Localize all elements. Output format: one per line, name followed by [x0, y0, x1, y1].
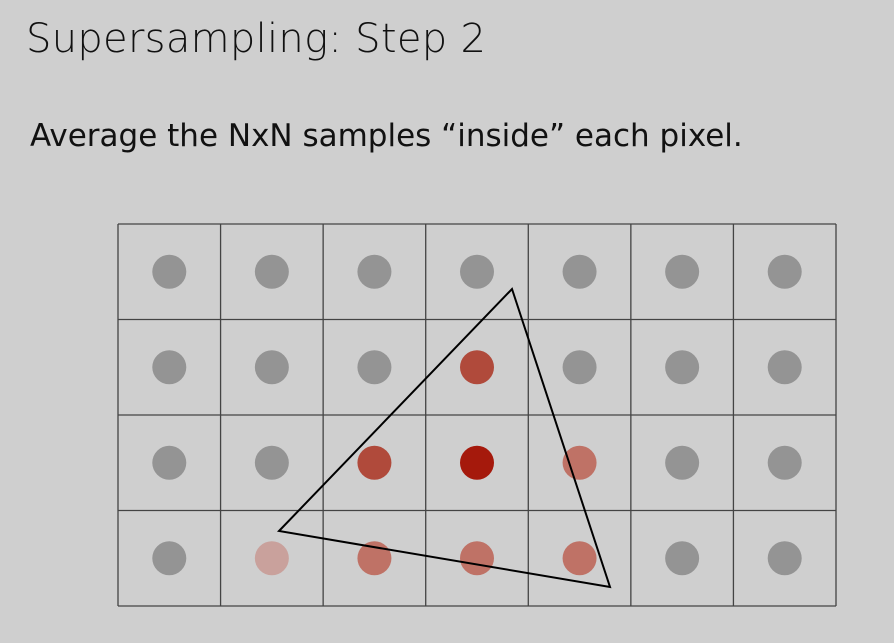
sample-point: [562, 254, 597, 289]
sample-point: [254, 445, 289, 480]
sample-point: [254, 254, 289, 289]
sample-point: [562, 445, 597, 480]
sample-point: [767, 445, 802, 480]
sample-point: [152, 541, 187, 576]
sample-point: [767, 541, 802, 576]
sample-point: [665, 350, 700, 385]
sample-point: [357, 254, 392, 289]
sample-point: [460, 254, 494, 289]
sample-point: [460, 350, 494, 385]
sample-point: [357, 445, 392, 480]
sample-point: [665, 254, 700, 289]
sample-point: [254, 350, 289, 385]
sample-point: [562, 350, 597, 385]
sample-point: [665, 445, 700, 480]
sample-point: [562, 541, 597, 576]
sample-point: [357, 541, 392, 576]
sample-point: [665, 541, 700, 576]
sample-point: [254, 541, 289, 576]
sample-point: [767, 254, 802, 289]
slide-title: Supersampling: Step 2: [26, 16, 487, 62]
pixel-grid: [117, 223, 837, 607]
sample-point: [357, 350, 392, 385]
sample-point: [767, 350, 802, 385]
sample-point: [152, 254, 187, 289]
sample-point: [460, 541, 494, 576]
sample-point: [152, 350, 187, 385]
triangle-outline: [276, 287, 612, 589]
slide-subtitle: Average the NxN samples “inside” each pi…: [30, 118, 743, 154]
sample-point: [152, 445, 187, 480]
sample-points: [152, 254, 802, 576]
sample-point: [460, 445, 494, 480]
